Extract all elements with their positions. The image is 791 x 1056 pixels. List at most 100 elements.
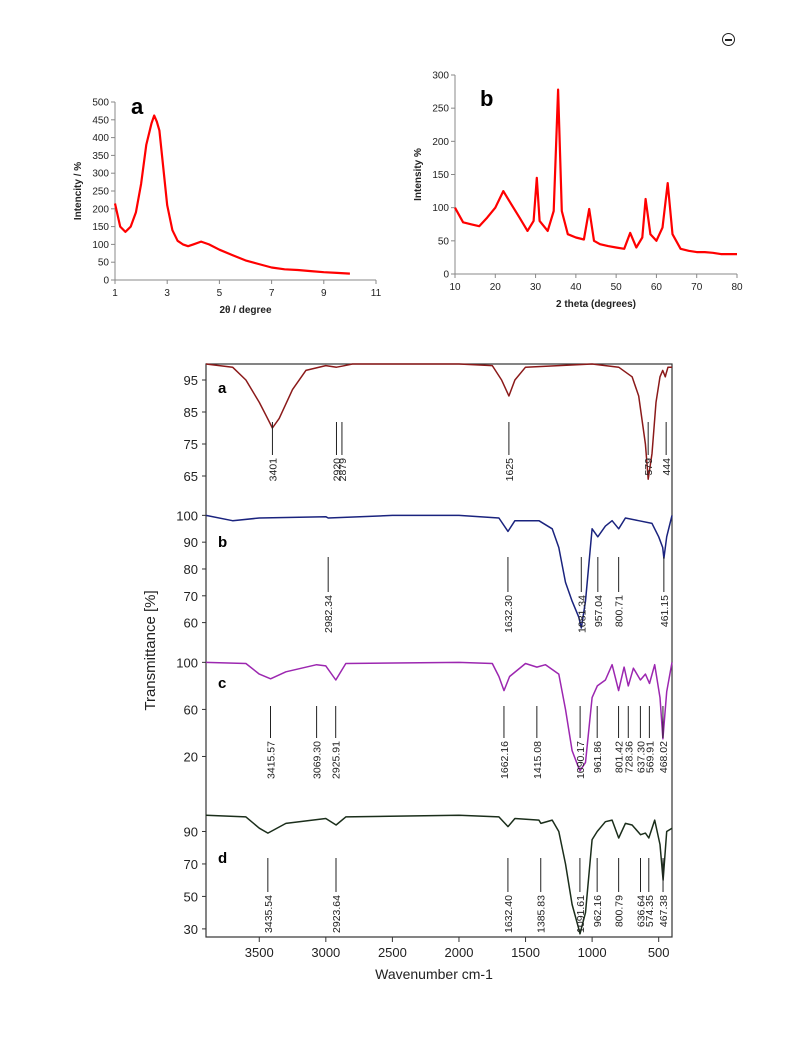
peak-label: 569.91 — [644, 741, 656, 773]
y-tick-label: 80 — [184, 562, 198, 577]
y-tick-label: 90 — [184, 824, 198, 839]
xrd-chart-b: 0 50 100 150 200 250 300 10 20 30 40 50 60 70 80 b 2 the… — [413, 71, 743, 311]
x-axis-title: 2θ / degree — [219, 305, 272, 316]
plot-frame — [205, 363, 673, 938]
panel-label: a — [131, 94, 144, 119]
peak-label: 962.16 — [592, 895, 604, 927]
y-tick-label: 100 — [176, 655, 198, 670]
peak-label: 800.79 — [614, 895, 626, 927]
panel-label: b — [218, 534, 227, 551]
peak-label: 957.04 — [593, 595, 605, 627]
x-tick-label: 1500 — [511, 945, 540, 960]
y-tick-label: 150 — [432, 170, 449, 181]
peak-label: 444 — [661, 458, 673, 476]
x-tick-label: 50 — [611, 282, 623, 293]
y-tick-label: 300 — [92, 169, 109, 180]
y-axis-title: Transmittance [%] — [142, 590, 159, 710]
x-tick-label: 3000 — [311, 945, 340, 960]
y-tick-label: 150 — [92, 222, 109, 233]
y-axis-title: Intensity % — [413, 148, 424, 201]
spectrum-line — [205, 363, 672, 480]
peak-label: 2920 — [331, 458, 343, 482]
x-tick-label: 7 — [269, 288, 275, 299]
x-tick-label: 80 — [731, 282, 743, 293]
x-axis-title: Wavenumber cm-1 — [375, 966, 493, 982]
y-tick-label: 85 — [184, 405, 198, 420]
peak-label: 579 — [643, 458, 655, 476]
x-tick-label: 20 — [490, 282, 502, 293]
x-tick-label: 40 — [570, 282, 582, 293]
panel-label: d — [218, 850, 227, 867]
y-tick-label: 250 — [432, 104, 449, 115]
y-tick-label: 200 — [432, 137, 449, 148]
y-tick-label: 50 — [438, 236, 450, 247]
peak-label: 728.36 — [623, 741, 635, 773]
page-symbol-icon — [722, 33, 735, 46]
x-tick-label: 60 — [651, 282, 663, 293]
x-tick-label: 30 — [530, 282, 542, 293]
y-tick-label: 0 — [443, 270, 449, 281]
x-tick-label: 11 — [371, 288, 382, 299]
x-tick-label: 9 — [321, 288, 327, 299]
y-tick-label: 30 — [184, 922, 198, 937]
peak-label: 2925.91 — [331, 741, 343, 779]
x-tick-label: 10 — [449, 282, 461, 293]
peak-label: 2982.34 — [323, 595, 335, 633]
y-tick-label: 60 — [184, 702, 198, 717]
y-tick-label: 70 — [184, 857, 198, 872]
x-tick-label: 2500 — [378, 945, 407, 960]
peak-label: 574.35 — [644, 895, 656, 927]
x-axis-title: 2 theta (degrees) — [556, 299, 636, 310]
x-tick-label: 500 — [648, 945, 670, 960]
peak-label: 3415.57 — [265, 741, 277, 779]
spectrum-line — [205, 661, 673, 772]
peak-label: 1091.61 — [575, 895, 587, 933]
y-tick-label: 100 — [176, 508, 198, 523]
peak-label: 1632.40 — [503, 895, 515, 933]
series-line — [113, 114, 350, 275]
y-tick-label: 450 — [92, 115, 109, 126]
y-tick-label: 70 — [184, 589, 198, 604]
y-tick-label: 95 — [184, 373, 198, 388]
peak-label: 3435.54 — [263, 895, 275, 933]
y-tick-label: 50 — [98, 258, 110, 269]
peak-label: 1625 — [504, 458, 516, 482]
x-tick-label: 3 — [164, 288, 170, 299]
xrd-chart-a: 0 50 100 150 200 250 300 350 400 450 500 1 3 5 7 9 11 a 2θ… — [73, 94, 382, 316]
x-tick-label: 5 — [217, 288, 223, 299]
y-tick-label: 20 — [184, 749, 198, 764]
y-tick-label: 400 — [92, 133, 109, 144]
y-tick-label: 65 — [184, 469, 198, 484]
panel-label: b — [480, 86, 493, 111]
x-tick-label: 2000 — [445, 945, 474, 960]
peak-label: 800.71 — [614, 595, 626, 627]
y-tick-label: 90 — [184, 535, 198, 550]
peak-label: 1632.30 — [503, 595, 515, 633]
x-tick-label: 1 — [112, 288, 118, 299]
peak-label: 636.64 — [635, 895, 647, 927]
y-tick-label: 500 — [92, 98, 109, 109]
panel-label: c — [218, 675, 226, 692]
peak-label: 3069.30 — [312, 741, 324, 779]
x-tick-label: 1000 — [578, 945, 607, 960]
peak-label: 2879 — [337, 458, 349, 482]
peak-label: 1081.34 — [576, 595, 588, 633]
y-tick-label: 60 — [184, 616, 198, 631]
peak-label: 1662.16 — [499, 741, 511, 779]
peak-label: 637.30 — [635, 741, 647, 773]
peak-label: 467.38 — [658, 895, 670, 927]
peak-label: 1385.83 — [536, 895, 548, 933]
peak-label: 801.42 — [614, 741, 626, 773]
peak-label: 3401 — [267, 458, 279, 482]
spectrum-line — [205, 514, 673, 629]
y-tick-label: 350 — [92, 151, 109, 162]
y-tick-label: 100 — [432, 203, 449, 214]
y-tick-label: 50 — [184, 889, 198, 904]
series-line — [454, 88, 737, 256]
peak-label: 468.02 — [658, 741, 670, 773]
x-tick-label: 70 — [691, 282, 703, 293]
peak-label: 461.15 — [659, 595, 671, 627]
y-tick-label: 0 — [103, 276, 109, 287]
x-tick-label: 3500 — [245, 945, 274, 960]
